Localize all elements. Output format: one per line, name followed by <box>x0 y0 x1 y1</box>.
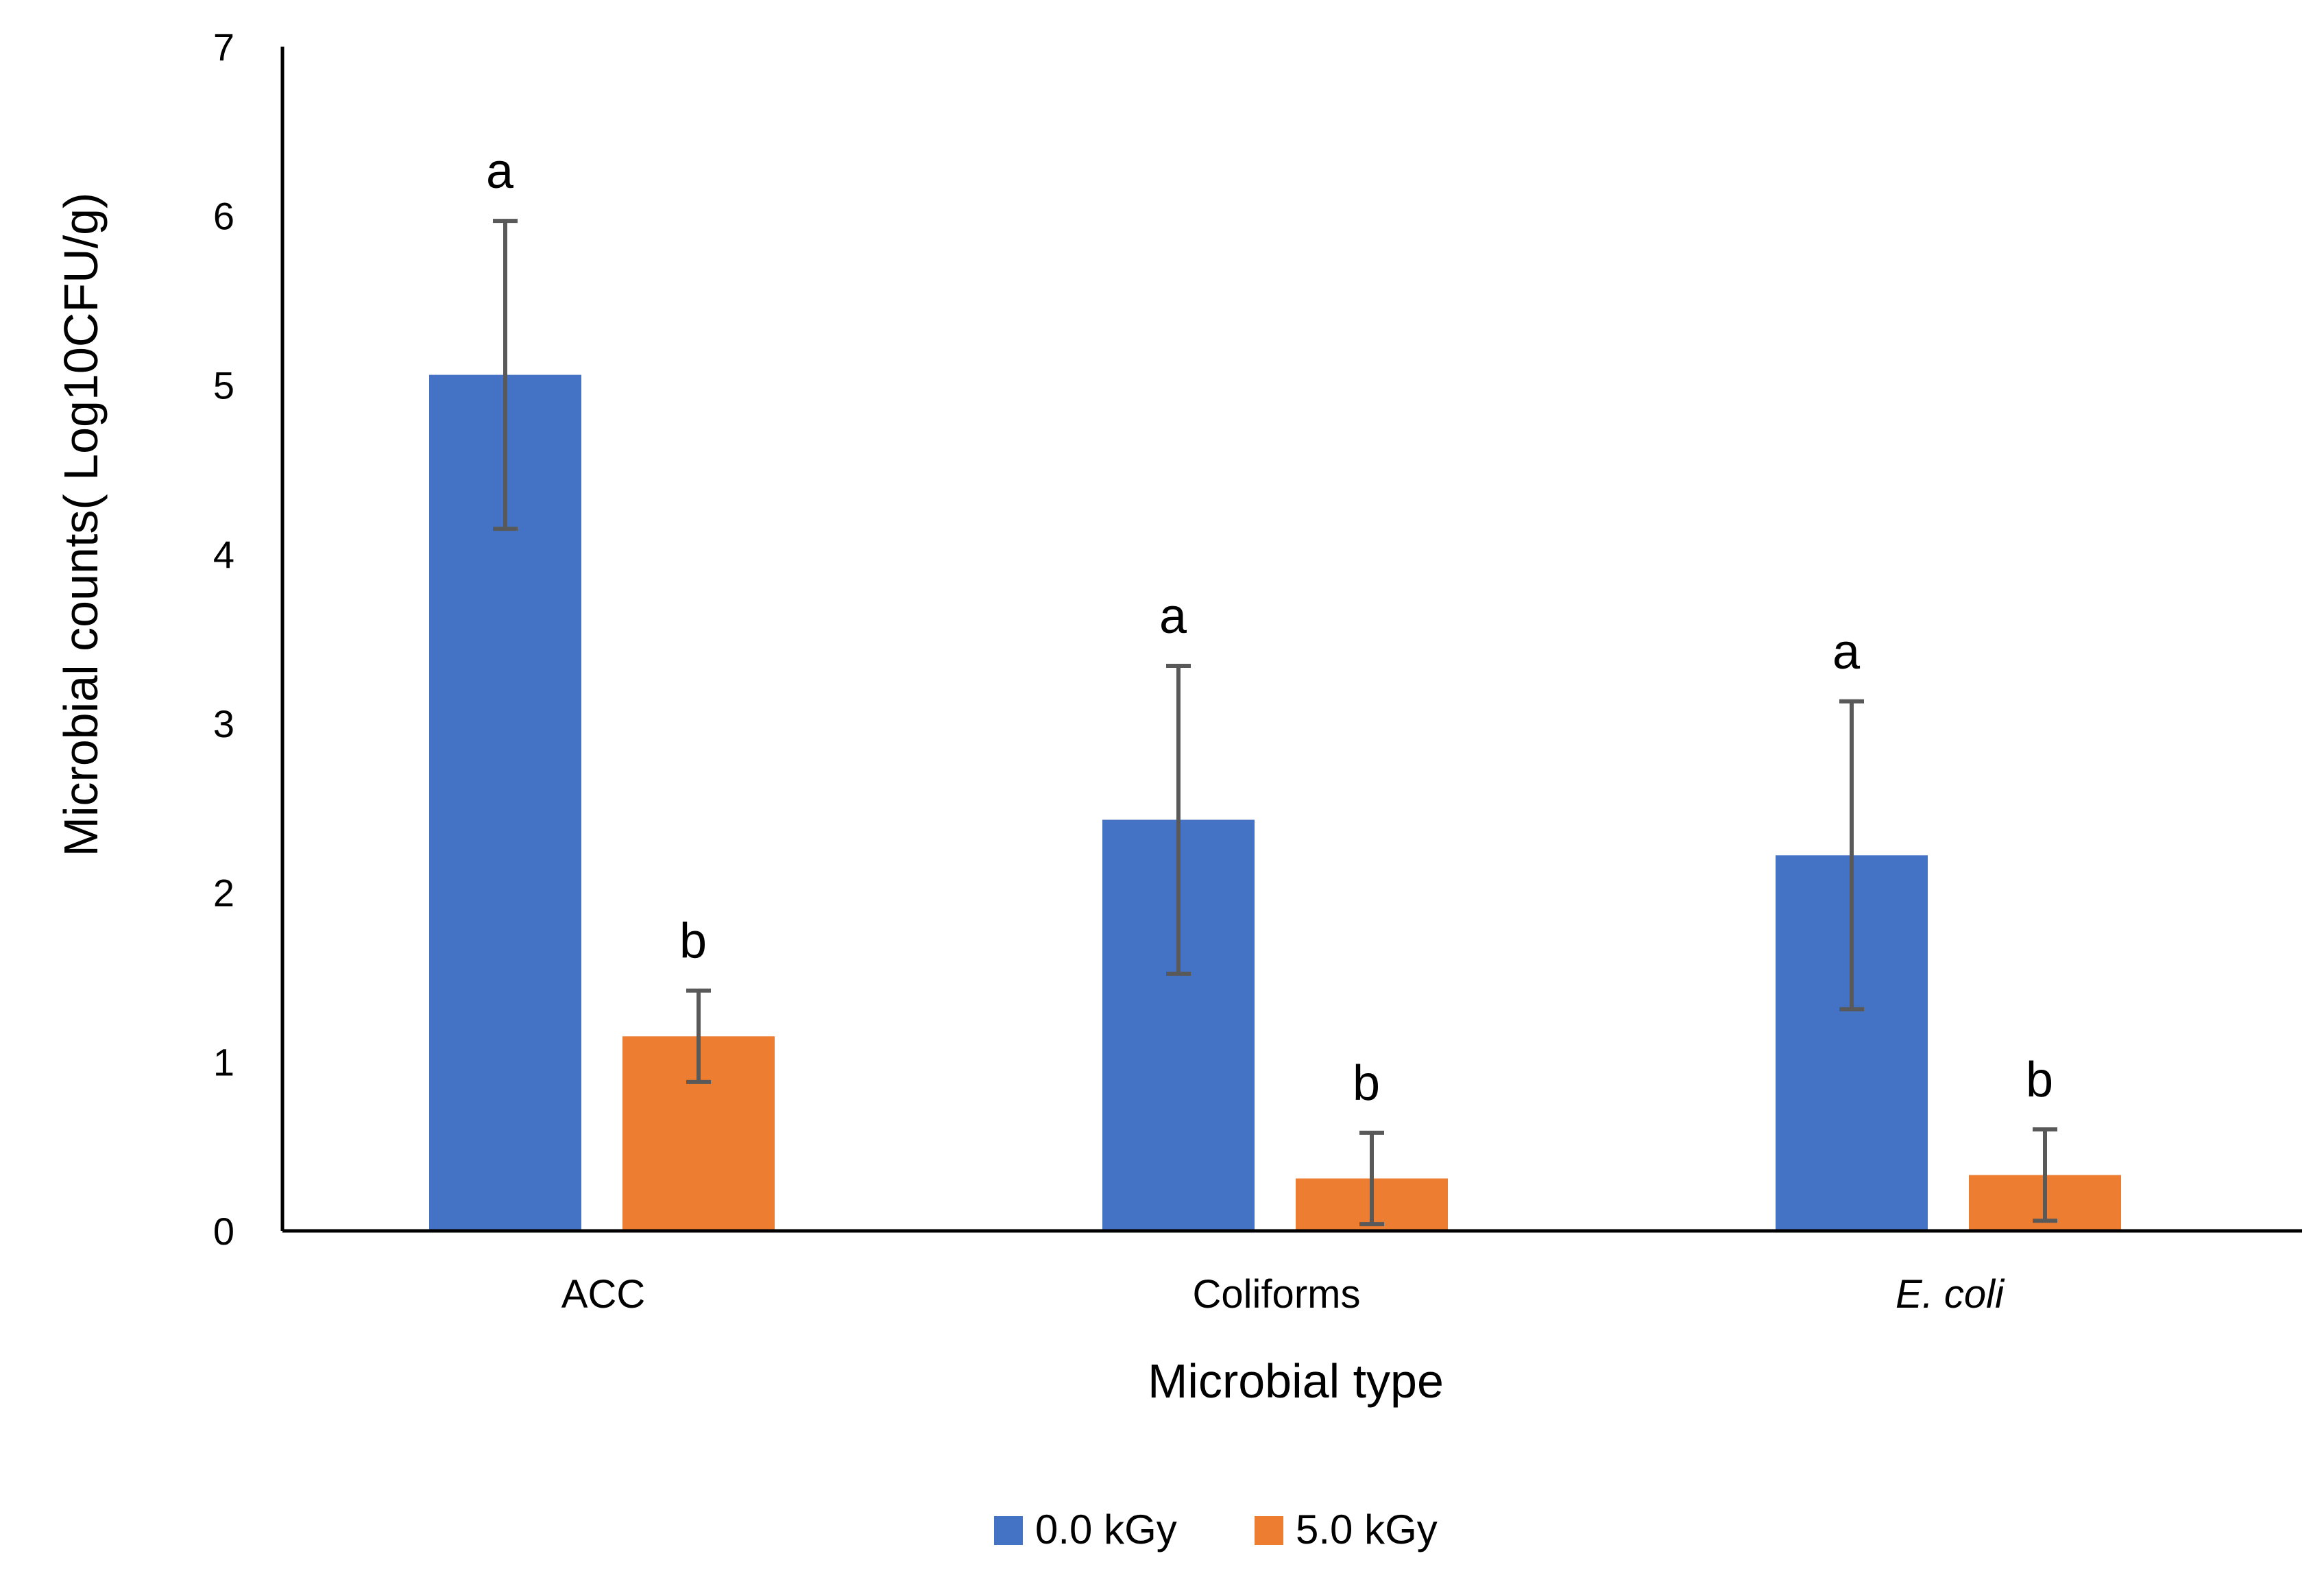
bars-group <box>429 374 2121 1231</box>
error-bars-group <box>493 219 2057 1227</box>
significance-label-0-0: a <box>486 144 514 199</box>
y-tick-label-4: 4 <box>213 533 234 576</box>
legend-swatch-1 <box>1255 1516 1283 1545</box>
legend-label-0: 0.0 kGy <box>1035 1507 1177 1552</box>
legend-label-1: 5.0 kGy <box>1296 1507 1438 1552</box>
x-axis-title: Microbial type <box>1148 1354 1444 1408</box>
significance-label-1-2: b <box>2026 1053 2053 1107</box>
y-tick-label-6: 6 <box>213 195 234 238</box>
x-category-label-1: Coliforms <box>1193 1272 1361 1317</box>
y-tick-label-2: 2 <box>213 872 234 915</box>
x-category-label-0: ACC <box>561 1272 645 1317</box>
legend: 0.0 kGy 5.0 kGy <box>994 1507 1438 1552</box>
x-category-label-2: E. coli <box>1896 1272 2005 1317</box>
x-axis-category-labels: ACC Coliforms E. coli <box>561 1272 2005 1317</box>
significance-labels-group: a b a b a b <box>486 144 2053 1111</box>
significance-label-1-1: b <box>1353 1056 1380 1111</box>
y-tick-label-5: 5 <box>213 363 234 407</box>
significance-label-0-2: a <box>1832 625 1861 680</box>
significance-label-0-1: a <box>1159 589 1187 644</box>
significance-label-1-0: b <box>679 914 707 969</box>
legend-swatch-0 <box>994 1516 1023 1545</box>
y-tick-label-0: 0 <box>213 1210 234 1253</box>
y-tick-label-1: 1 <box>213 1040 234 1083</box>
y-tick-label-3: 3 <box>213 702 234 745</box>
y-tick-label-7: 7 <box>213 25 234 69</box>
y-axis-ticks: 0 1 2 3 4 5 6 7 <box>213 25 234 1253</box>
y-axis-title: Microbial counts( Log10CFU/g) <box>54 193 108 857</box>
